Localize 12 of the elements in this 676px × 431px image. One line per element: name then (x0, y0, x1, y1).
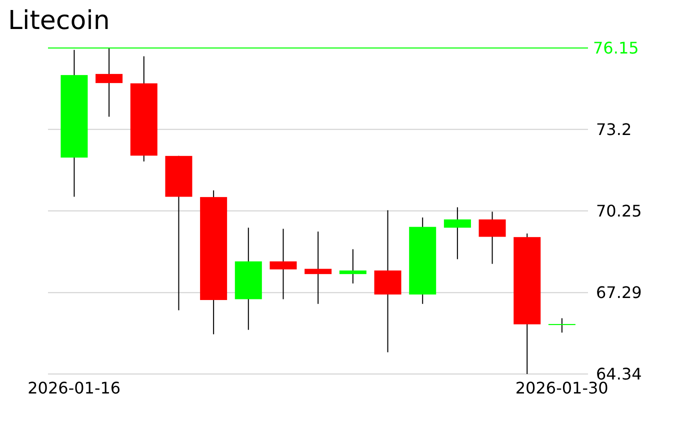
chart-title: Litecoin (8, 6, 111, 36)
x-tick-label: 2026-01-16 (28, 378, 121, 398)
candlestick (270, 228, 297, 300)
y-tick-label: 70.25 (596, 202, 642, 221)
y-tick-label: 67.29 (596, 283, 642, 302)
candlestick (444, 206, 471, 260)
candlestick (548, 318, 576, 334)
ref-line-label: 76.15 (593, 38, 639, 58)
candlestick (339, 248, 366, 284)
candlestick (304, 231, 332, 304)
candlestick (96, 48, 123, 118)
y-tick-label: 73.2 (596, 120, 632, 140)
